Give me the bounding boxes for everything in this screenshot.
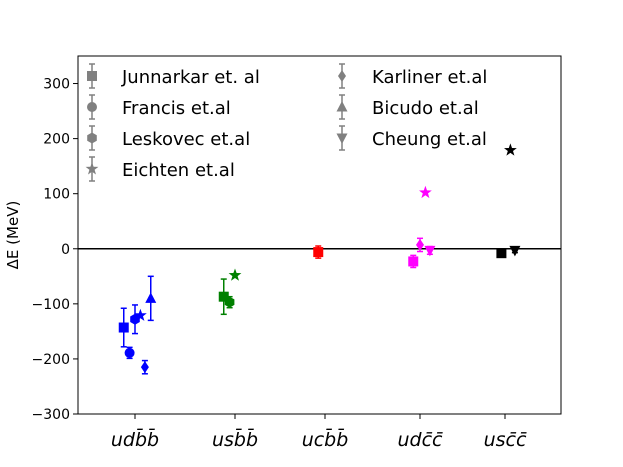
data-point: [218, 278, 229, 316]
x-category-label: udb̄b̄: [111, 427, 159, 451]
data-point: [408, 254, 419, 269]
legend-item: Francis et.al: [87, 94, 231, 120]
data-point: [124, 346, 135, 360]
plot-area: [77, 55, 562, 415]
x-category-label: udc̄c̄: [398, 429, 444, 451]
legend-item: Eichten et.al: [85, 156, 235, 182]
x-category-label: usb̄b̄: [212, 427, 258, 451]
data-points: [118, 143, 521, 375]
x-category-label: ucb̄b̄: [302, 427, 349, 451]
data-point: [509, 245, 521, 257]
data-point: [313, 245, 324, 259]
legend-item: Leskovec et.al: [87, 125, 250, 151]
y-tick-label: 300: [43, 77, 70, 93]
data-point: [424, 245, 436, 257]
data-point: [118, 307, 129, 348]
y-tick-label: −100: [32, 297, 70, 313]
legend-label: Leskovec et.al: [122, 129, 250, 150]
legend-item: Cheung et.al: [336, 125, 487, 151]
y-tick-label: −300: [32, 407, 70, 423]
data-point: [145, 275, 157, 322]
data-point: [134, 308, 147, 321]
legend-label: Eichten et.al: [122, 160, 235, 181]
legend: Junnarkar et. al Francis et.al Leskovec et…: [85, 63, 487, 182]
data-point: [224, 295, 235, 309]
data-point: [504, 143, 517, 156]
data-point: [416, 237, 424, 253]
y-axis-title: ΔE (MeV): [4, 201, 22, 270]
data-point: [130, 304, 140, 335]
data-point: [419, 185, 432, 199]
y-tick-label: 100: [43, 187, 70, 203]
x-axis-ticks: udb̄b̄ usb̄b̄ ucb̄b̄ udc̄c̄ usc̄c̄: [111, 414, 527, 451]
legend-label: Bicudo et.al: [372, 98, 479, 119]
legend-label: Karliner et.al: [372, 67, 487, 88]
data-point: [228, 268, 242, 281]
data-point: [496, 248, 507, 259]
data-point: [140, 359, 149, 375]
legend-item: Bicudo et.al: [336, 94, 479, 120]
y-tick-label: 0: [61, 242, 70, 258]
y-tick-label: −200: [32, 352, 70, 368]
legend-label: Cheung et.al: [372, 129, 487, 150]
legend-label: Junnarkar et. al: [121, 67, 260, 88]
y-tick-label: 200: [43, 132, 70, 148]
legend-item: Karliner et.al: [338, 63, 487, 89]
legend-item: Junnarkar et. al: [87, 63, 260, 89]
x-category-label: usc̄c̄: [484, 429, 527, 451]
legend-label: Francis et.al: [122, 98, 231, 119]
y-axis-ticks: −300 −200 −100 0 100 200 300: [32, 77, 78, 423]
